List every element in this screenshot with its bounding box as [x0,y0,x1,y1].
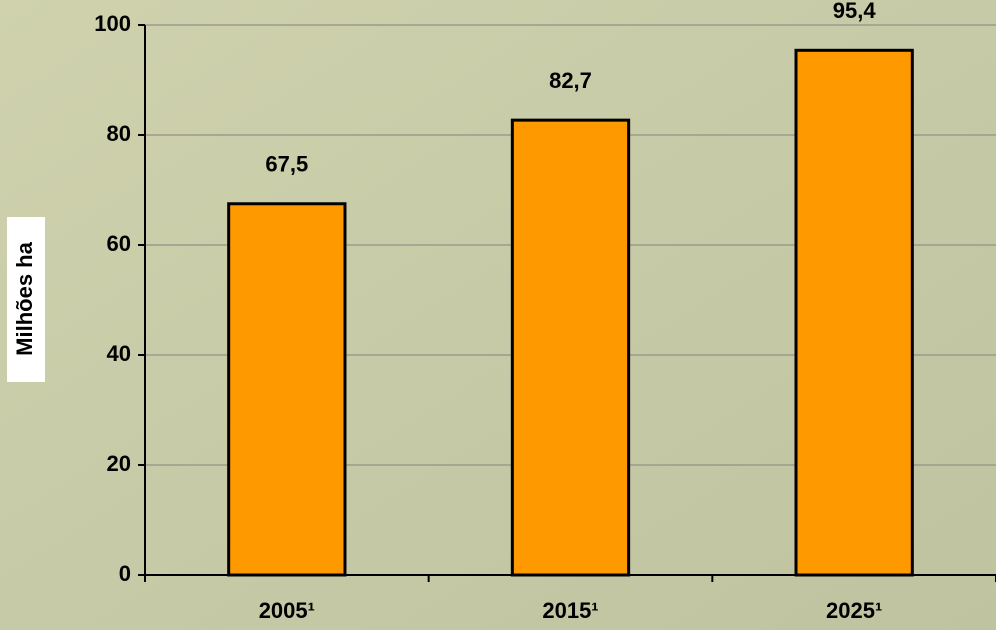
value-label: 82,7 [549,68,592,93]
y-tick-label: 100 [94,11,131,36]
y-tick-label: 40 [107,341,131,366]
y-tick-label: 20 [107,451,131,476]
x-tick-label: 2015¹ [542,598,598,623]
bar [227,202,347,577]
y-tick-label: 80 [107,121,131,146]
x-tick-label: 2025¹ [826,598,882,623]
y-label-box [7,217,45,382]
y-tick-label: 60 [107,231,131,256]
bar [794,48,914,577]
value-label: 95,4 [833,0,877,23]
y-tick-label: 0 [119,561,131,586]
x-tick-label: 2005¹ [259,598,315,623]
value-label: 67,5 [265,152,308,177]
bar [510,118,631,577]
y-axis-label: Milhões ha [12,241,37,355]
